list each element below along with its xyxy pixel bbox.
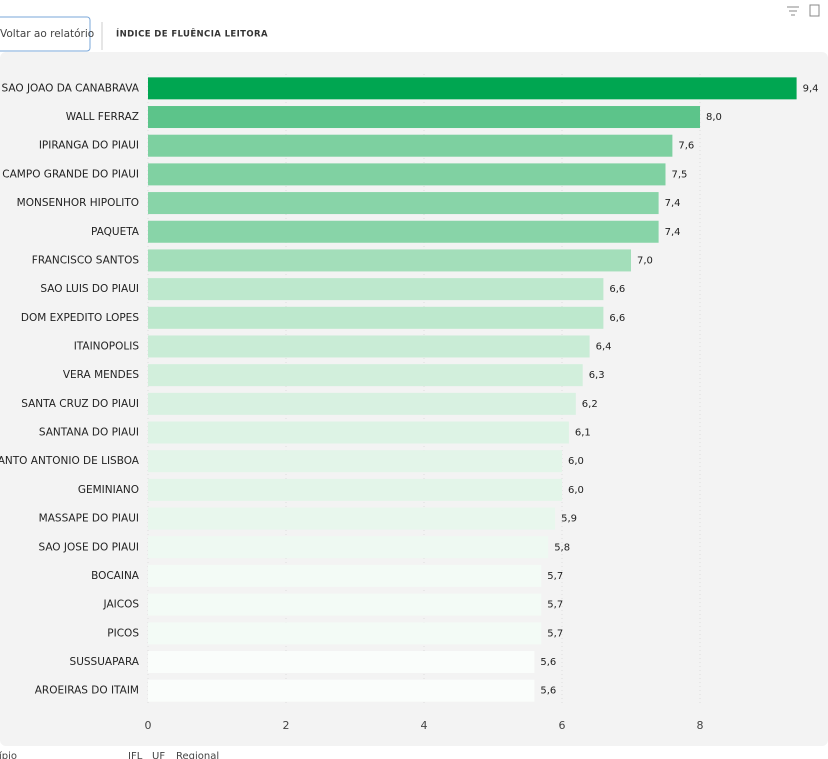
back-button[interactable] [0, 16, 91, 52]
y-tick-label: CAMPO GRANDE DO PIAUI [2, 168, 139, 180]
bar [148, 392, 576, 415]
data-label: 7,0 [637, 255, 653, 266]
y-tick-label: MASSAPE DO PIAUI [39, 513, 139, 525]
y-tick-label: IPIRANGA DO PIAUI [39, 140, 139, 152]
data-label: 6,0 [568, 485, 584, 496]
bar [148, 278, 604, 301]
data-label: 6,2 [582, 399, 598, 410]
x-tick-label: 6 [559, 719, 566, 732]
column-header: Regional [176, 751, 219, 759]
y-tick-label: SAO LUIS DO PIAUI [40, 283, 139, 295]
bar [148, 421, 569, 444]
y-tick-label: VERA MENDES [63, 369, 139, 381]
x-tick-label: 2 [283, 719, 290, 732]
x-tick-label: 8 [697, 719, 704, 732]
x-tick-label: 0 [145, 719, 152, 732]
table-header: Município IFL UF Regional [0, 750, 219, 759]
bar [148, 106, 700, 129]
bar [148, 306, 604, 329]
data-label: 5,6 [540, 686, 556, 697]
bar [148, 220, 659, 243]
bar [148, 593, 542, 616]
data-label: 7,6 [678, 141, 694, 152]
data-label: 6,6 [609, 284, 625, 295]
y-tick-label: PICOS [107, 627, 139, 639]
bar-chart: 0 2 4 6 8 SAO JOAO DA CANABRAVA 9,4 WALL FERRAZ… [0, 74, 819, 732]
bar [148, 507, 556, 530]
bar [148, 650, 535, 673]
back-button-label[interactable]: Voltar ao relatório [0, 28, 94, 40]
y-tick-label: SANTANA DO PIAUI [39, 427, 139, 439]
bar [148, 134, 673, 157]
data-label: 6,0 [568, 456, 584, 467]
y-tick-label: AROEIRAS DO ITAIM [35, 685, 139, 697]
y-tick-label: SANTA CRUZ DO PIAUI [21, 398, 139, 410]
y-tick-label: GEMINIANO [78, 484, 139, 496]
data-label: 6,3 [589, 370, 605, 381]
focus-icon[interactable] [809, 4, 820, 17]
y-tick-label: PAQUETA [91, 226, 140, 238]
bar [148, 679, 535, 702]
bar [148, 192, 659, 215]
data-label: 7,5 [672, 169, 688, 180]
column-header: IFL [128, 751, 143, 759]
y-tick-label: ITAINOPOLIS [74, 340, 140, 352]
column-header: UF [152, 751, 165, 759]
bar [148, 364, 583, 387]
x-tick-label: 4 [421, 719, 428, 732]
y-tick-label: MONSENHOR HIPOLITO [17, 197, 139, 209]
data-label: 9,4 [803, 83, 819, 94]
y-tick-label: SANTO ANTONIO DE LISBOA [0, 455, 140, 467]
y-tick-label: SAO JOSE DO PIAUI [38, 541, 139, 553]
filter-icon[interactable] [787, 6, 799, 16]
data-label: 8,0 [706, 112, 722, 123]
data-label: 5,9 [561, 514, 577, 525]
bar [148, 564, 542, 587]
data-label: 6,6 [609, 313, 625, 324]
y-tick-label: WALL FERRAZ [66, 111, 139, 123]
data-label: 5,7 [547, 600, 563, 611]
bar [148, 478, 562, 501]
data-label: 5,6 [540, 657, 556, 668]
bar [148, 536, 549, 559]
bar [148, 335, 590, 358]
bar [148, 163, 666, 186]
data-label: 7,4 [665, 227, 681, 238]
data-label: 5,7 [547, 571, 563, 582]
y-tick-label: SAO JOAO DA CANABRAVA [2, 82, 140, 94]
column-header: Município [0, 750, 17, 759]
data-label: 7,4 [665, 198, 681, 209]
bar [148, 249, 631, 272]
y-tick-label: FRANCISCO SANTOS [32, 254, 140, 266]
bar [148, 450, 562, 473]
y-tick-label: BOCAINA [91, 570, 140, 582]
visual-title: ÍNDICE DE FLUÊNCIA LEITORA [116, 28, 268, 40]
data-label: 5,8 [554, 542, 570, 553]
data-label: 6,1 [575, 428, 591, 439]
bar [148, 622, 542, 645]
data-label: 5,7 [547, 628, 563, 639]
bar [148, 77, 797, 100]
y-tick-label: DOM EXPEDITO LOPES [21, 312, 139, 324]
data-label: 6,4 [596, 341, 612, 352]
y-tick-label: JAICOS [103, 599, 140, 611]
y-tick-label: SUSSUAPARA [70, 656, 140, 668]
